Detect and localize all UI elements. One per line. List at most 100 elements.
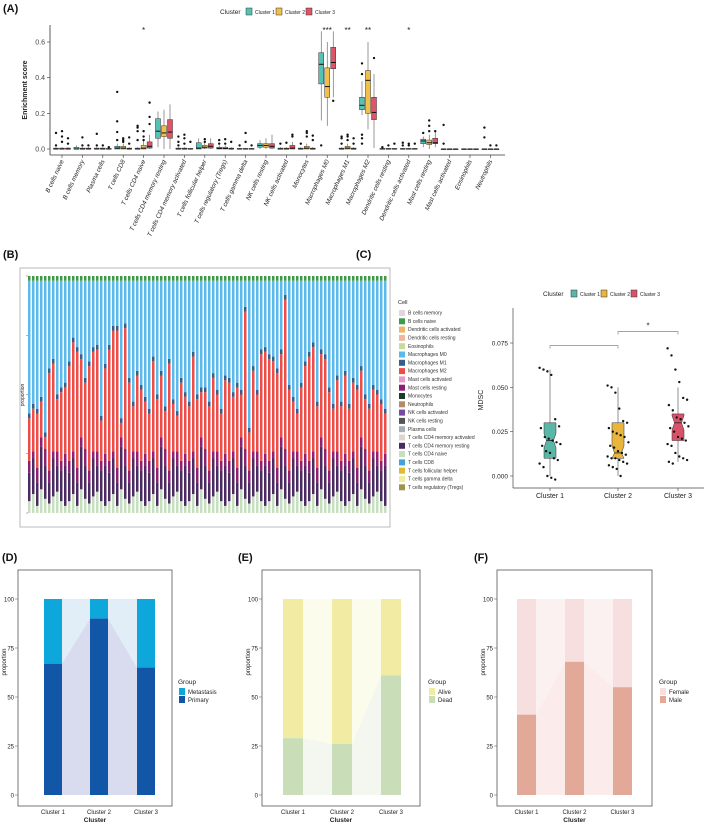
bar-segment [228, 460, 231, 473]
bar-segment [308, 351, 311, 357]
legend-title: Cluster [543, 291, 564, 298]
outlier-point [183, 137, 186, 140]
bar-segment [256, 465, 259, 492]
outlier-point [311, 134, 314, 137]
outlier-point [142, 129, 145, 133]
outlier-point [299, 142, 302, 145]
data-point [682, 396, 685, 400]
legend-swatch [660, 688, 666, 695]
bar-segment [292, 451, 295, 459]
bar-segment [124, 280, 127, 324]
bar-segment [304, 361, 307, 367]
outlier-point [428, 124, 431, 128]
y-axis-title: proportion [20, 384, 26, 407]
bar-segment [264, 280, 267, 348]
legend-label: Cluster 2 [285, 10, 305, 16]
bar-segment [376, 451, 379, 466]
bar-segment [188, 472, 191, 502]
bar-segment [340, 501, 343, 513]
plot-border [496, 569, 653, 807]
bar-segment [200, 489, 203, 513]
bar-segment [240, 280, 243, 390]
bar-segment [84, 465, 87, 499]
bar-segment [348, 408, 351, 461]
bar-segment [264, 351, 267, 454]
bar-segment [228, 501, 231, 513]
category-label: Plasma cells [85, 158, 107, 194]
bar-segment [156, 482, 159, 506]
outlier-point [128, 136, 131, 139]
bar-segment [324, 276, 327, 281]
bar-segment [228, 276, 231, 281]
bar-segment [252, 458, 255, 497]
bar-segment [116, 505, 119, 513]
bar-segment [204, 276, 207, 281]
bar-segment [128, 280, 131, 378]
y-tick-label: 25 [7, 745, 14, 751]
bar-segment [224, 280, 227, 376]
bar-segment [140, 276, 143, 281]
outlier-point [393, 142, 396, 145]
bar-segment [64, 276, 67, 281]
bar-segment [52, 280, 55, 359]
bar-segment [120, 276, 123, 281]
bar-segment [128, 482, 131, 504]
legend-label: Alive [438, 690, 452, 696]
bar-segment [348, 403, 351, 409]
bar-segment [164, 411, 167, 450]
bar-segment [168, 280, 171, 359]
bar-segment [320, 446, 323, 490]
data-point [619, 474, 622, 478]
bar-segment [352, 451, 355, 459]
bar-segment [28, 413, 31, 419]
data-point [542, 465, 545, 469]
bar-segment [96, 491, 99, 513]
bar-segment [176, 280, 179, 412]
bar-segment [100, 415, 103, 421]
legend-label: Mast cells resting [408, 385, 447, 391]
bar-segment [152, 361, 155, 452]
legend-swatch [245, 7, 253, 16]
data-point [680, 437, 684, 440]
outlier-point [381, 146, 384, 149]
data-point [546, 474, 549, 478]
x-tick-label: Cluster 3 [379, 810, 404, 816]
bar-segment [68, 460, 71, 473]
legend-label: B cells memory [408, 311, 443, 317]
bar-segment [60, 392, 63, 461]
bar-segment [212, 373, 215, 378]
bar-segment [324, 280, 327, 355]
bar-segment [188, 276, 191, 281]
bar-segment [284, 299, 287, 450]
bar-segment [172, 458, 175, 497]
bar-segment [240, 446, 243, 490]
outlier-point [136, 129, 139, 133]
outlier-point [60, 140, 64, 144]
bar-segment [236, 382, 239, 388]
bar-segment [196, 505, 199, 513]
bar-segment [304, 453, 307, 466]
y-tick-label: 100 [248, 598, 259, 604]
bar-segment [68, 501, 71, 513]
bar-segment [84, 377, 87, 383]
bar-segment [220, 276, 223, 281]
legend-swatch [630, 289, 638, 298]
bar-segment [328, 387, 331, 393]
bar-segment [56, 465, 59, 492]
bar-segment [44, 465, 47, 499]
bar-segment [88, 470, 91, 483]
bar-segment [352, 377, 355, 383]
bar-segment [80, 489, 83, 513]
bar-segment [260, 501, 263, 513]
box [196, 142, 202, 150]
data-point [550, 373, 553, 377]
outlier-point [81, 136, 84, 139]
bar-segment [200, 387, 203, 393]
outlier-point [285, 141, 288, 144]
bar-segment [132, 458, 135, 497]
legend-label: Male [669, 698, 683, 704]
bar-segment [152, 458, 155, 495]
bar-segment [252, 496, 255, 513]
legend-swatch [399, 359, 405, 366]
bar-segment [28, 472, 31, 502]
